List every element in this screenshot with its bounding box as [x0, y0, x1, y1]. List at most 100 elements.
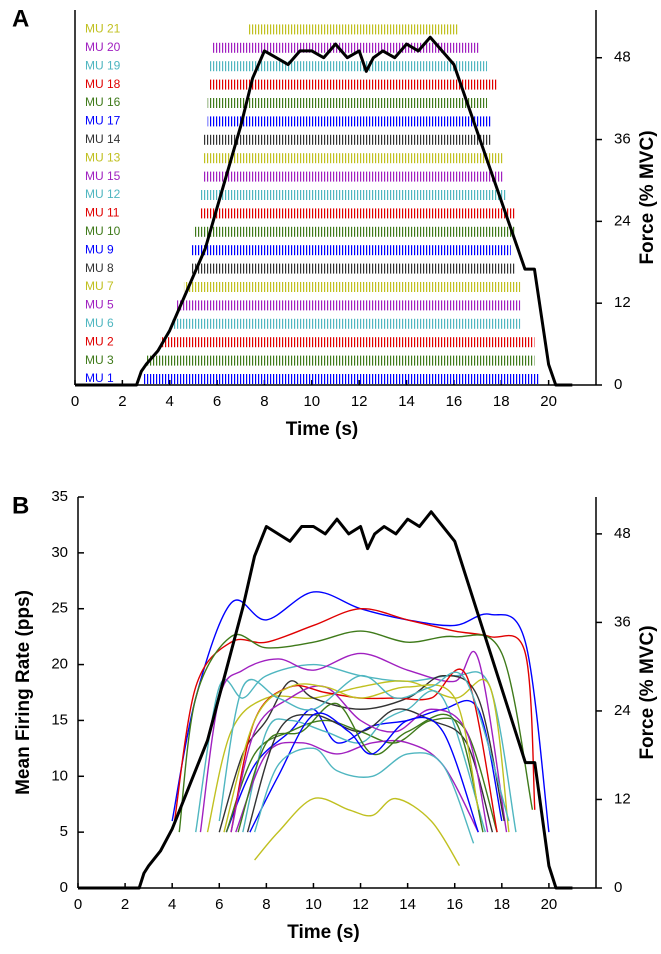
- x-tick-label: 10: [303, 393, 320, 410]
- spike-train: [183, 282, 521, 292]
- panel-label: B: [12, 492, 29, 519]
- y2-tick-label: 48: [614, 49, 631, 66]
- unit-label: MU 18: [85, 77, 121, 91]
- unit-label: MU 9: [85, 242, 114, 256]
- firing-rate-line: [254, 797, 461, 867]
- y-tick-label: 10: [51, 767, 68, 784]
- x-tick-label: 6: [213, 393, 221, 410]
- x-tick-label: 14: [399, 896, 416, 913]
- spike-train: [207, 116, 492, 127]
- x-tick-label: 8: [260, 393, 268, 410]
- x-tick-label: 12: [351, 393, 368, 410]
- y2-tick-label: 0: [614, 879, 622, 896]
- unit-label: MU 3: [85, 353, 114, 367]
- x-tick-label: 18: [493, 896, 510, 913]
- unit-label: MU 10: [85, 224, 121, 238]
- y-tick-label: 15: [51, 711, 68, 728]
- spike-train: [202, 153, 504, 164]
- x-tick-label: 20: [540, 393, 557, 410]
- y-tick-label: 25: [51, 600, 68, 617]
- spike-train: [191, 245, 511, 256]
- unit-label: MU 8: [85, 261, 114, 275]
- y2-tick-label: 36: [614, 131, 631, 148]
- y2-tick-label: 0: [614, 376, 622, 393]
- spike-train: [202, 171, 504, 182]
- y2-axis-title: Force (% MVC): [637, 130, 658, 264]
- spike-train: [247, 24, 459, 35]
- x-tick-label: 20: [541, 896, 558, 913]
- firing-rate-line: [253, 747, 475, 844]
- x-tick-label: 12: [352, 896, 369, 913]
- firing-rate-line: [246, 708, 494, 833]
- spike-train: [146, 355, 535, 366]
- x-tick-label: 10: [305, 896, 322, 913]
- y2-axis-title: Force (% MVC): [637, 625, 658, 759]
- y2-tick-label: 12: [614, 294, 631, 311]
- spike-train: [193, 226, 516, 237]
- unit-label: MU 19: [85, 58, 121, 72]
- spike-train: [176, 300, 521, 311]
- firing-rate-line: [237, 702, 484, 833]
- x-tick-label: 14: [398, 393, 415, 410]
- unit-label: MU 20: [85, 40, 121, 54]
- x-tick-label: 18: [493, 393, 510, 410]
- x-tick-label: 8: [262, 896, 270, 913]
- x-tick-label: 4: [168, 896, 176, 913]
- y2-tick-label: 48: [614, 525, 631, 542]
- unit-label: MU 1: [85, 371, 114, 385]
- x-tick-label: 4: [166, 393, 174, 410]
- unit-label: MU 7: [85, 279, 114, 293]
- spike-train: [207, 98, 488, 108]
- x-axis-title: Time (s): [286, 419, 359, 440]
- x-tick-label: 2: [121, 896, 129, 913]
- y-tick-label: 20: [51, 656, 68, 673]
- y2-tick-label: 24: [614, 212, 631, 229]
- y-tick-label: 0: [60, 879, 68, 896]
- spike-train: [160, 337, 535, 348]
- firing-rate-line: [249, 712, 479, 833]
- x-tick-label: 6: [215, 896, 223, 913]
- x-tick-label: 16: [446, 393, 463, 410]
- spike-train: [172, 318, 521, 329]
- firing-rate-line: [178, 630, 534, 833]
- firing-rate-line: [242, 690, 487, 833]
- spike-train: [200, 208, 516, 219]
- spike-train: [209, 61, 488, 72]
- y-axis-title: Mean Firing Rate (pps): [13, 590, 34, 795]
- unit-label: MU 17: [85, 114, 121, 128]
- y2-tick-label: 24: [614, 702, 631, 719]
- unit-label: MU 11: [85, 206, 120, 220]
- x-axis-title: Time (s): [287, 922, 360, 943]
- unit-label: MU 21: [85, 22, 121, 36]
- firing-rate-line: [199, 650, 508, 833]
- spike-train: [209, 79, 497, 90]
- firing-rate-line: [223, 683, 479, 833]
- spike-train: [200, 190, 507, 200]
- y-tick-label: 35: [51, 488, 68, 505]
- x-tick-label: 0: [71, 393, 79, 410]
- unit-label: MU 14: [85, 132, 121, 146]
- spike-train: [212, 42, 480, 53]
- y2-tick-label: 36: [614, 613, 631, 630]
- force-line: [78, 510, 573, 890]
- x-tick-label: 0: [74, 896, 82, 913]
- y-tick-label: 30: [51, 544, 68, 561]
- firing-rate-line: [225, 699, 503, 833]
- unit-label: MU 2: [85, 334, 114, 348]
- unit-label: MU 5: [85, 298, 114, 312]
- y-tick-label: 5: [60, 823, 68, 840]
- unit-label: MU 16: [85, 95, 121, 109]
- firing-rate-line: [218, 671, 510, 822]
- firing-rate-line: [173, 608, 536, 822]
- y2-tick-label: 12: [614, 790, 631, 807]
- unit-label: MU 13: [85, 150, 121, 164]
- unit-label: MU 12: [85, 187, 121, 201]
- spike-train: [191, 263, 516, 274]
- spike-train: [202, 134, 492, 145]
- x-tick-label: 16: [446, 896, 463, 913]
- x-tick-label: 2: [118, 393, 126, 410]
- force-line: [75, 35, 573, 387]
- panel-label: A: [12, 5, 29, 32]
- spike-train: [143, 374, 540, 384]
